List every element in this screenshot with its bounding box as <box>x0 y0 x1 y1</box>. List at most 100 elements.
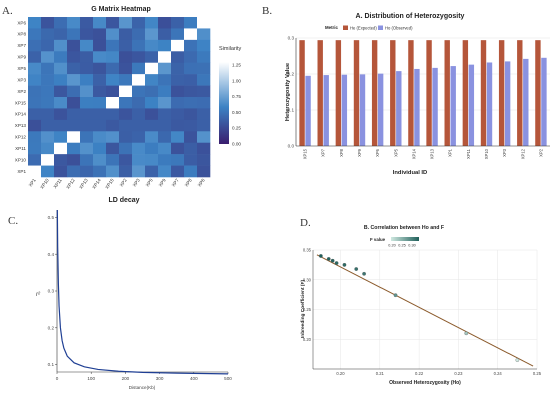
scatter-x-tick: 0.24 <box>494 371 503 376</box>
heatmap-cell <box>132 108 146 121</box>
bar-legend-swatch-he <box>343 25 348 30</box>
heatmap-cell <box>41 131 55 144</box>
bar-x-tick: XP11 <box>466 148 471 159</box>
heatmap-cell <box>41 119 55 132</box>
heatmap-row-label: XP15 <box>15 100 27 105</box>
heatmap-cell <box>41 108 55 121</box>
heatmap-cell <box>93 119 107 132</box>
heatmap-panel: G Matrix Heatmap XP6XP8XP7XP9XP5XP3XP2XP… <box>15 6 242 190</box>
heatmap-cell <box>171 131 185 144</box>
heatmap-cell <box>158 17 172 29</box>
scatter-point <box>342 263 347 267</box>
ld-x-tick: 300 <box>156 376 164 381</box>
heatmap-cell <box>197 51 211 64</box>
heatmap-col-label: XP11 <box>52 177 63 189</box>
scatter-x-label: Observed Heterozygosity (Ho) <box>389 380 461 386</box>
heatmap-cell <box>158 74 172 86</box>
heatmap-cell <box>119 85 133 98</box>
heatmap-row-label: XP6 <box>17 20 26 25</box>
heatmap-cell <box>93 28 107 41</box>
heatmap-cell <box>41 154 55 166</box>
bar-he <box>408 40 414 146</box>
heatmap-cell <box>197 85 211 98</box>
heatmap-legend-tick: 1.00 <box>232 78 241 83</box>
heatmap-cell <box>67 154 81 166</box>
scatter-point <box>330 258 335 263</box>
panel-label-c: C. <box>8 215 18 227</box>
bar-y-tick: 0.3 <box>288 36 295 41</box>
ld-x-tick: 500 <box>224 376 232 381</box>
heatmap-cell <box>132 74 146 86</box>
heatmap-cell <box>171 165 185 178</box>
ld-y-tick: 0.5 <box>48 215 55 220</box>
bar-he <box>426 40 432 146</box>
heatmap-cell <box>184 51 198 64</box>
heatmap-cell <box>93 154 107 166</box>
bar-y-tick: 0.1 <box>288 108 295 113</box>
heatmap-legend-tick: 0.50 <box>232 110 241 115</box>
bar-he <box>335 40 342 146</box>
heatmap-cell <box>54 97 68 109</box>
heatmap-cell <box>54 17 68 29</box>
heatmap-cell <box>80 165 94 178</box>
bar-he <box>535 40 541 146</box>
heatmap-cell <box>158 97 172 109</box>
heatmap-row-label: XP11 <box>15 146 26 151</box>
heatmap-cell <box>41 74 55 86</box>
heatmap-cell <box>54 51 68 64</box>
heatmap-col-label: XP14 <box>91 177 102 189</box>
heatmap-cell <box>184 97 198 109</box>
heatmap-cell <box>171 51 185 64</box>
bar-legend-title: Metric <box>325 25 338 30</box>
heatmap-col-label: XP2 <box>119 177 128 187</box>
scatter-fit-line <box>316 254 534 367</box>
bar-x-tick: XP6 <box>375 148 380 157</box>
heatmap-cell <box>158 142 172 155</box>
heatmap-cell <box>28 131 42 144</box>
heatmap-cell <box>93 62 107 75</box>
heatmap-cell <box>197 131 211 144</box>
heatmap-title: G Matrix Heatmap <box>91 6 151 13</box>
heatmap-cell <box>93 17 107 29</box>
heatmap-cell <box>28 28 42 41</box>
panel-label-a: A. <box>2 5 13 17</box>
heatmap-legend-tick: 0.75 <box>232 94 241 99</box>
heatmap-col-label: XP6 <box>197 177 206 187</box>
scatter-legend-ticks: 0.20 0.25 0.30 <box>388 244 415 248</box>
heatmap-cell <box>145 85 159 98</box>
heatmap-cell <box>106 51 120 64</box>
scatter-point <box>362 271 366 276</box>
bar-he <box>353 40 360 146</box>
heatmap-cell <box>28 17 42 29</box>
heatmap-cell <box>171 85 185 98</box>
bar-x-tick: XP5 <box>393 148 398 157</box>
bar-x-tick: XP2 <box>538 148 543 157</box>
heatmap-cell <box>197 154 211 166</box>
heatmap-col-label: XP10 <box>39 177 50 189</box>
bar-he <box>517 40 523 146</box>
heterozygosity-bar-panel: A. Distribution of Heterozygosity Metric… <box>285 13 550 176</box>
heatmap-cell <box>67 108 81 121</box>
heatmap-cell <box>93 39 107 52</box>
heatmap-col-label: XP7 <box>171 177 180 187</box>
scatter-legend-title: F value <box>370 237 386 242</box>
heatmap-legend-title: Similarity <box>219 46 242 52</box>
heatmap-col-label: XP5 <box>145 177 154 187</box>
heatmap-cell <box>158 154 172 166</box>
heatmap-cell <box>158 119 172 132</box>
heatmap-cell <box>41 165 55 178</box>
heatmap-cell <box>28 165 42 178</box>
heatmap-cell <box>54 131 68 144</box>
heatmap-cell <box>28 74 42 86</box>
bar-he <box>444 40 450 146</box>
heatmap-cell <box>41 28 55 41</box>
heatmap-cell <box>80 119 94 132</box>
heatmap-cell <box>54 154 68 166</box>
heatmap-cell <box>67 97 81 109</box>
bar-x-tick: XP13 <box>430 148 435 159</box>
scatter-gridlines <box>313 249 538 369</box>
bar-he <box>371 40 378 146</box>
heatmap-cell <box>145 108 159 121</box>
heatmap-cell <box>171 142 185 155</box>
